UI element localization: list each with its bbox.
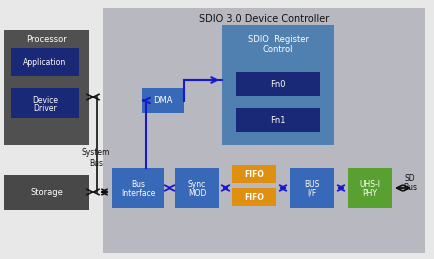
Bar [4, 30, 89, 145]
Text: SD: SD [404, 174, 415, 183]
Text: Bus: Bus [131, 179, 145, 189]
Text: FIFO: FIFO [244, 192, 264, 202]
Bar [175, 168, 219, 208]
Text: Fn0: Fn0 [270, 80, 286, 89]
Text: System
Bus: System Bus [82, 148, 110, 168]
Text: DMA: DMA [153, 96, 173, 105]
Text: Interface: Interface [121, 189, 155, 198]
Text: I/F: I/F [307, 189, 317, 198]
Bar [232, 165, 276, 183]
Bar [232, 188, 276, 206]
Text: Driver: Driver [33, 104, 57, 112]
Text: Sync: Sync [188, 179, 206, 189]
Bar [4, 175, 89, 210]
Bar [11, 48, 79, 76]
Bar [348, 168, 392, 208]
Text: Bus: Bus [403, 183, 417, 191]
Text: Processor: Processor [26, 34, 67, 44]
Bar [236, 72, 320, 96]
Bar [236, 108, 320, 132]
Text: Control: Control [263, 45, 293, 54]
Bar [222, 25, 334, 145]
Bar [290, 168, 334, 208]
Text: Device: Device [32, 96, 58, 104]
Text: Storage: Storage [30, 188, 63, 197]
Text: BUS: BUS [304, 179, 320, 189]
Text: FIFO: FIFO [244, 169, 264, 178]
Text: Fn1: Fn1 [270, 116, 286, 125]
Text: Application: Application [23, 57, 67, 67]
Text: UHS-I: UHS-I [359, 179, 381, 189]
Bar [103, 8, 425, 253]
Bar [112, 168, 164, 208]
Text: SDIO 3.0 Device Controller: SDIO 3.0 Device Controller [199, 14, 329, 24]
Bar [11, 88, 79, 118]
Text: PHY: PHY [362, 189, 378, 198]
Text: SDIO  Register: SDIO Register [247, 34, 309, 44]
Text: MOD: MOD [188, 189, 206, 198]
Bar [142, 88, 184, 113]
